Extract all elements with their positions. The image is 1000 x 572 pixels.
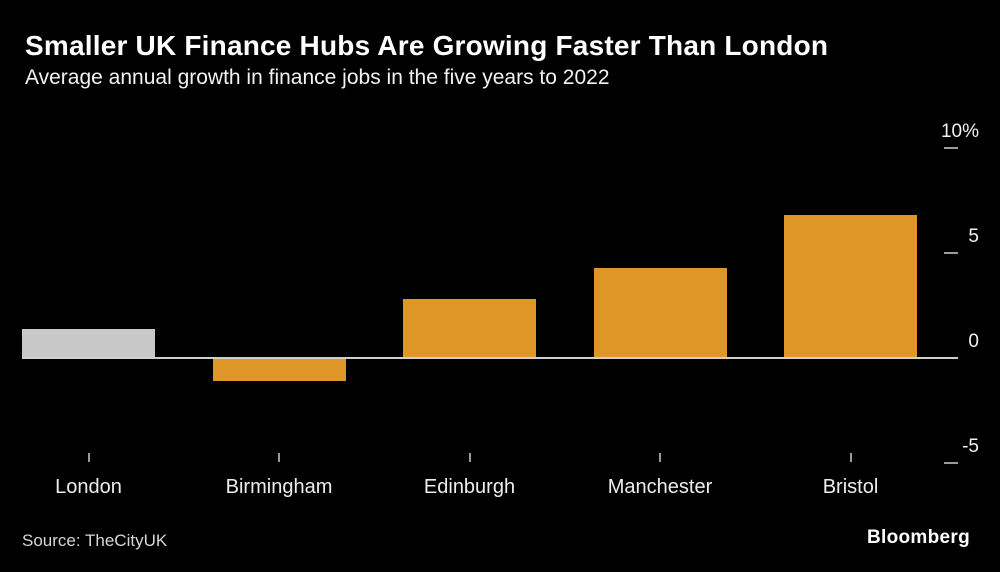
y-axis-tick <box>944 462 958 464</box>
plot-area: London Birmingham Edinburgh Manchester Brist… <box>22 120 917 498</box>
bar-london <box>22 328 155 358</box>
x-axis-tick <box>468 453 471 462</box>
y-axis-tick <box>944 252 958 254</box>
y-axis-label: 0 <box>968 331 979 352</box>
category-label-manchester: Manchester <box>607 476 713 498</box>
y-axis-label: 5 <box>968 226 979 247</box>
category-label-edinburgh: Edinburgh <box>423 476 516 498</box>
y-axis-label: 10% <box>940 121 979 142</box>
y-axis-label: -5 <box>962 436 979 457</box>
source-text: Source: TheCityUK <box>22 531 168 550</box>
x-axis-tick <box>278 453 280 462</box>
bar-edinburgh <box>403 299 536 358</box>
chart-title: Smaller UK Finance Hubs Are Growing Fast… <box>25 30 829 61</box>
x-axis-tick <box>659 453 661 462</box>
bar-bristol <box>784 215 917 358</box>
y-axis-tick <box>944 147 958 149</box>
bar-manchester <box>593 267 727 358</box>
chart-subtitle: Average annual growth in finance jobs in… <box>25 66 610 89</box>
category-label-london: London <box>55 476 122 498</box>
category-label-birmingham: Birmingham <box>225 476 333 498</box>
x-axis-tick <box>849 453 852 462</box>
category-label-bristol: Bristol <box>822 476 879 498</box>
bar-birmingham <box>212 358 346 382</box>
bloomberg-logo: Bloomberg <box>867 527 970 548</box>
x-axis-tick <box>87 453 90 462</box>
